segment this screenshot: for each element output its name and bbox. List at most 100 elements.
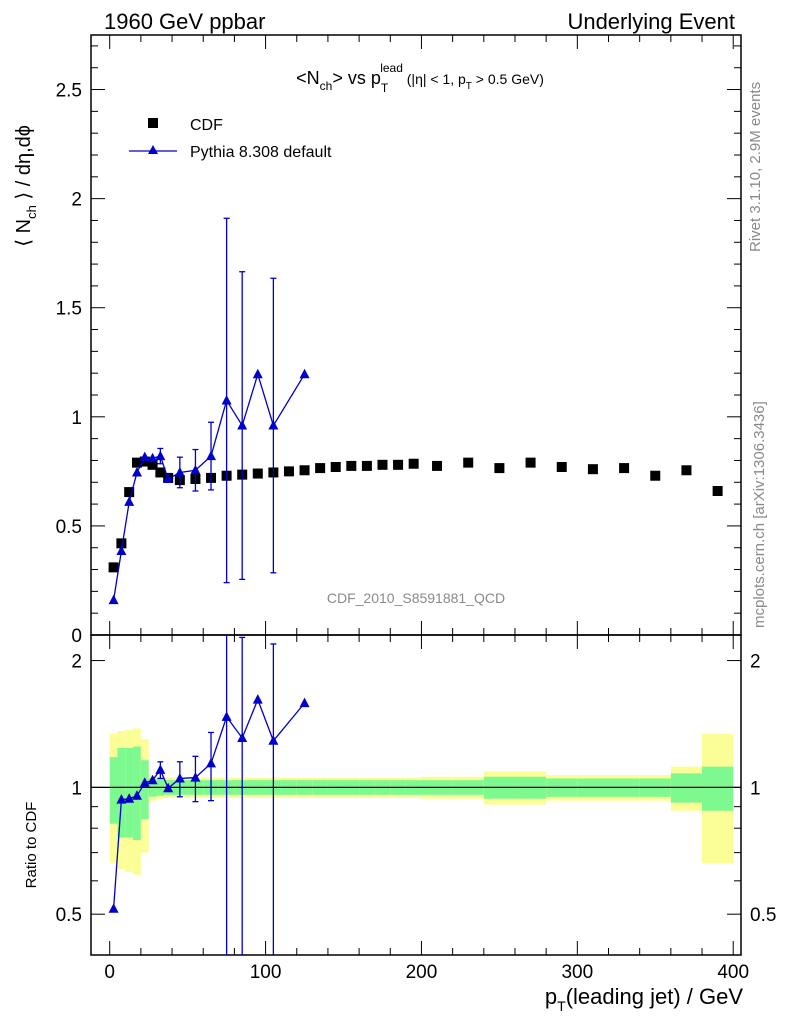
pythia-data-point	[108, 594, 119, 605]
pythia-data-point	[299, 368, 310, 379]
ratio-y-label: Ratio to CDF	[23, 802, 40, 889]
header-left: 1960 GeV ppbar	[104, 9, 265, 34]
pythia-data-point	[116, 545, 127, 555]
ratio-pythia-point	[116, 794, 127, 804]
uncertainty-band-green	[140, 760, 149, 820]
pythia-data-point	[131, 466, 142, 477]
ratio-pythia-point	[139, 777, 150, 787]
cdf-data-point	[393, 459, 404, 470]
x-tick-label: 100	[250, 962, 282, 983]
cdf-data-point	[361, 460, 372, 471]
pythia-data-point	[124, 496, 135, 506]
cdf-data-point	[619, 463, 630, 474]
ratio-pythia-point	[147, 774, 158, 785]
x-tick-label: 200	[406, 962, 438, 983]
ratio-pythia-point	[268, 735, 279, 745]
ratio-pythia-point	[124, 793, 135, 803]
cdf-data-point	[315, 463, 326, 474]
pythia-data-point	[268, 420, 279, 430]
main-plot-frame	[90, 34, 742, 636]
cdf-data-point	[131, 457, 142, 468]
mcplots-label: mcplots.cern.ch [arXiv:1306.3436]	[751, 401, 768, 628]
main-plot-area: 0 0.5 1 1.5 2 2.5	[56, 34, 742, 647]
cdf-data-point	[494, 463, 505, 474]
ratio-pythia-point	[252, 694, 263, 704]
legend-marker-cdf	[148, 118, 158, 128]
ratio-y-tick-label: 1	[71, 778, 82, 799]
cdf-data-point	[108, 562, 119, 573]
cdf-data-point	[556, 462, 567, 472]
y-tick-label: 2.5	[56, 81, 82, 102]
pythia-data-point	[163, 473, 174, 483]
pythia-line	[112, 372, 306, 601]
cdf-data-point	[124, 487, 135, 498]
analysis-watermark: CDF_2010_S8591881_QCD	[327, 590, 505, 606]
ratio-pythia-point	[190, 772, 201, 782]
cdf-data-point	[525, 457, 536, 468]
ratio-pythia-point	[131, 790, 142, 800]
cdf-data-point	[408, 458, 419, 469]
ratio-pythia-point	[108, 903, 119, 913]
cdf-data-point	[712, 486, 723, 496]
ratio-plot-area: 0 100 200 300 400 0.5 0.5 1 1 2 2	[56, 634, 776, 983]
cdf-data-point	[330, 462, 341, 472]
cdf-data-point	[587, 464, 598, 475]
x-axis-label: pT(leading jet) / GeV	[545, 984, 743, 1014]
cdf-data-point	[147, 459, 158, 470]
cdf-data-point	[463, 457, 474, 468]
pythia-data-point	[252, 368, 263, 379]
legend-label-pythia: Pythia 8.308 default	[190, 144, 332, 161]
uncertainty-band-green	[702, 766, 734, 811]
ratio-y-tick-label: 0.5	[56, 905, 82, 926]
pythia-data-point	[190, 464, 201, 475]
cdf-data-point	[377, 459, 388, 470]
cdf-data-point	[283, 466, 294, 477]
pythia-data-point	[139, 451, 150, 462]
cdf-data-point	[346, 460, 357, 471]
x-tick-label: 400	[717, 962, 749, 983]
legend: CDF Pythia 8.308 default	[129, 117, 332, 161]
ratio-y-tick-label-right: 2	[750, 652, 761, 673]
x-tick-label: 300	[561, 962, 593, 983]
cdf-data-point	[252, 468, 263, 479]
main-title: <Nch> vs pTlead (|η| < 1, pT > 0.5 GeV)	[296, 61, 544, 95]
ratio-pythia-point	[174, 772, 185, 783]
cdf-data-point	[155, 467, 166, 478]
y-tick-label: 1.5	[56, 299, 82, 320]
y-tick-label: 0.5	[56, 517, 82, 538]
ratio-pythia-point	[299, 697, 310, 708]
cdf-data-point	[432, 460, 443, 471]
uncertainty-band-green	[125, 748, 134, 838]
ratio-plot-frame	[90, 634, 742, 956]
y-tick-label: 2	[71, 190, 82, 211]
cdf-data-point	[116, 538, 127, 549]
ratio-pythia-point	[155, 764, 166, 774]
pythia-data-point	[237, 420, 248, 430]
ratio-pythia-point	[237, 732, 248, 742]
cdf-data-point	[139, 456, 150, 467]
cdf-data-point	[650, 470, 661, 481]
uncertainty-band-green	[117, 748, 126, 838]
x-tick-label: 0	[104, 962, 115, 983]
y-tick-label: 0	[71, 626, 82, 647]
pythia-data-point	[174, 466, 185, 477]
pythia-data-point	[206, 450, 217, 461]
legend-marker-pythia	[148, 145, 158, 154]
ratio-y-tick-label-right: 0.5	[750, 905, 776, 926]
ratio-pythia-line	[112, 697, 306, 909]
y-tick-label: 1	[71, 408, 82, 429]
legend-label-cdf: CDF	[190, 117, 223, 134]
ratio-y-tick-label: 2	[71, 652, 82, 673]
ratio-pythia-point	[221, 711, 232, 721]
uncertainty-band-green	[109, 757, 118, 824]
main-y-label: ⟨ Nch ⟩ / dη,dϕ	[13, 125, 39, 247]
cdf-data-point	[681, 465, 692, 476]
rivet-label: Rivet 3.1.10, 2.9M events	[747, 82, 764, 252]
pythia-data-point	[155, 450, 166, 461]
cdf-data-point	[299, 465, 310, 476]
pythia-data-point	[147, 452, 158, 463]
pythia-data-point	[221, 394, 232, 405]
ratio-pythia-point	[206, 757, 217, 768]
ratio-y-tick-label-right: 1	[750, 778, 761, 799]
